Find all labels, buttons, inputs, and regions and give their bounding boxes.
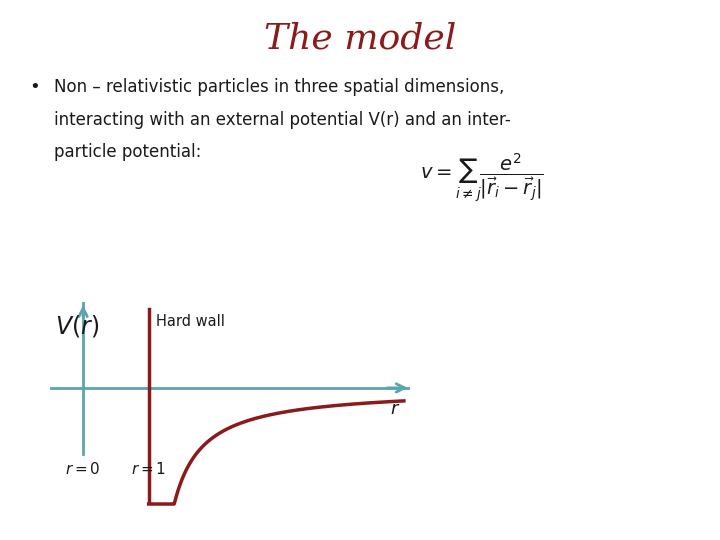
Text: interacting with an external potential V(r) and an inter-: interacting with an external potential V… <box>54 111 510 129</box>
Text: $r=1$: $r=1$ <box>131 461 166 477</box>
Text: Non – relativistic particles in three spatial dimensions,: Non – relativistic particles in three sp… <box>54 78 505 96</box>
Text: The model: The model <box>264 22 456 56</box>
Text: Hard wall: Hard wall <box>156 314 225 329</box>
Text: $r=0$: $r=0$ <box>66 461 101 477</box>
Text: particle potential:: particle potential: <box>54 143 202 161</box>
Text: $v = \sum_{i \neq j} \dfrac{e^2}{|\vec{r}_i - \vec{r}_j|}$: $v = \sum_{i \neq j} \dfrac{e^2}{|\vec{r… <box>420 151 544 204</box>
Text: $V(r)$: $V(r)$ <box>55 313 99 339</box>
Text: $r$: $r$ <box>390 400 400 418</box>
Text: •: • <box>29 78 40 96</box>
